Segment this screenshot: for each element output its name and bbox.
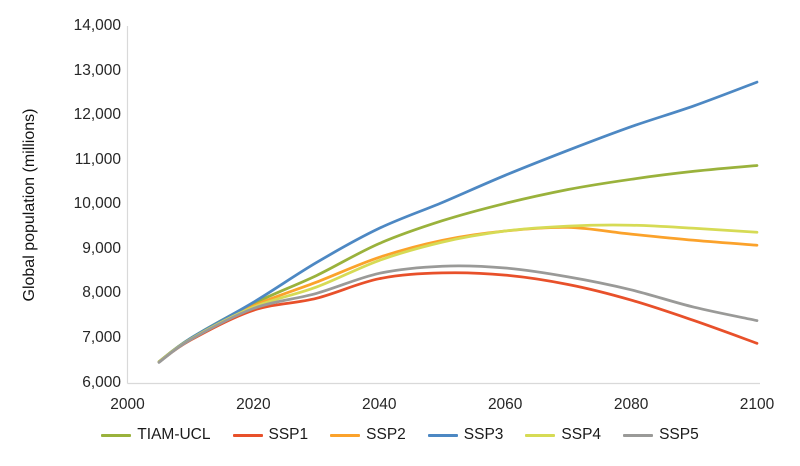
series-line-ssp2: [157, 225, 759, 364]
legend-line-swatch: [525, 433, 556, 437]
legend-item-ssp4: SSP4: [525, 426, 601, 444]
y-tick-label: 14,000: [73, 17, 121, 34]
y-tick-label: 11,000: [74, 150, 121, 168]
legend-item-ssp3: SSP3: [427, 426, 504, 444]
x-tick-label: 2080: [613, 396, 649, 413]
legend-label: SSP3: [463, 426, 504, 443]
x-tick-label: 2100: [739, 396, 775, 413]
legend-label: SSP5: [659, 426, 699, 443]
legend-line-swatch: [101, 433, 132, 437]
y-tick-label: 8,000: [82, 284, 121, 302]
series-line-ssp4: [157, 223, 759, 364]
series-line-ssp5: [157, 264, 759, 364]
x-tick-label: 2060: [487, 396, 523, 413]
y-tick-label: 13,000: [73, 61, 121, 79]
series-line-ssp1: [157, 271, 759, 364]
y-tick-label: 12,000: [73, 106, 121, 124]
y-tick-label: 6,000: [82, 373, 121, 391]
legend-item-ssp5: SSP5: [623, 426, 699, 444]
legend-line-swatch: [427, 433, 458, 437]
legend-line-swatch: [330, 433, 361, 437]
legend-label: SSP2: [366, 426, 406, 443]
legend-line-swatch: [623, 433, 654, 437]
legend-item-ssp1: SSP1: [232, 426, 309, 444]
x-tick-label: 2040: [362, 396, 397, 413]
legend-item-ssp2: SSP2: [330, 426, 406, 444]
y-axis-title: Global population (millions): [21, 108, 38, 302]
legend: TIAM-UCL SSP1 SSP2 SSP3 SSP4 SSP5: [0, 426, 800, 444]
y-tick-label: 10,000: [73, 195, 121, 213]
x-tick-label: 2020: [236, 396, 271, 413]
legend-label: SSP1: [268, 426, 309, 443]
series-line-ssp3: [157, 80, 759, 364]
y-tick-label: 9,000: [82, 239, 121, 257]
x-tick-label: 2000: [110, 396, 145, 413]
legend-label: TIAM-UCL: [137, 426, 211, 443]
legend-label: SSP4: [561, 426, 602, 443]
legend-item-tiam-ucl: TIAM-UCL: [101, 426, 211, 444]
y-tick-label: 7,000: [82, 328, 121, 346]
legend-line-swatch: [232, 433, 263, 437]
